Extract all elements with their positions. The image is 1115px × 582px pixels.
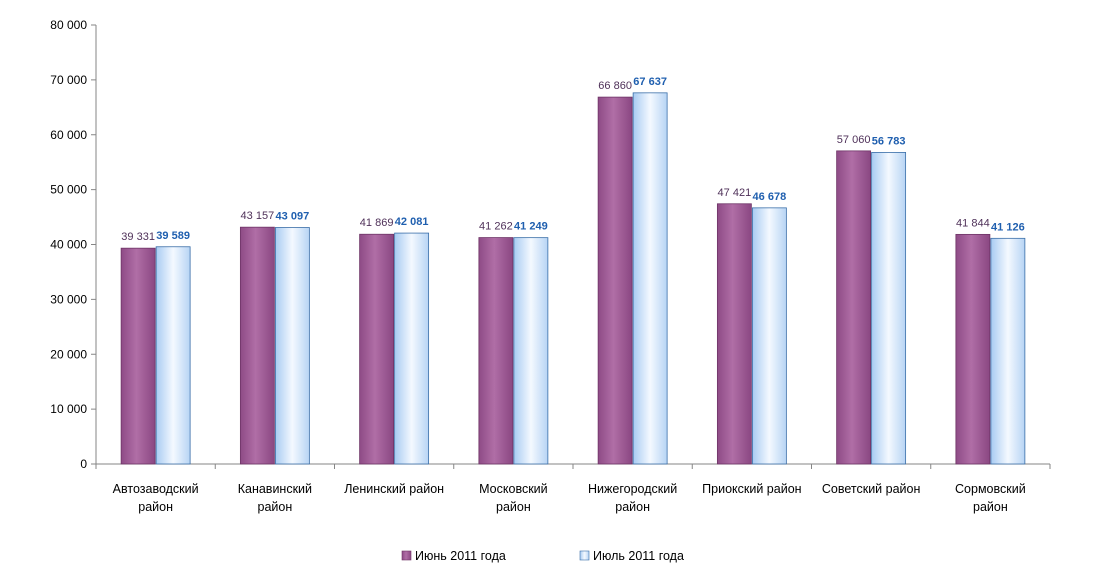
data-label-june: 43 157 bbox=[241, 210, 275, 222]
data-label-june: 41 869 bbox=[360, 217, 394, 229]
data-label-june: 41 262 bbox=[479, 221, 513, 233]
data-label-june: 41 844 bbox=[956, 217, 990, 229]
x-category-label: Сормовский район bbox=[955, 482, 1026, 514]
bar-july bbox=[274, 227, 310, 465]
legend-label-july: Июль 2011 года bbox=[593, 549, 684, 563]
y-tick-label: 80 000 bbox=[50, 18, 87, 32]
data-labels: 39 331 43 157 41 869 41 262 66 860 47 421 57 0… bbox=[121, 76, 1024, 243]
data-label-july: 46 678 bbox=[753, 191, 787, 203]
y-tick-label: 10 000 bbox=[50, 402, 87, 416]
x-category-label: Ленинский район bbox=[344, 482, 444, 496]
data-label-june: 57 060 bbox=[837, 134, 871, 146]
data-label-july: 67 637 bbox=[633, 76, 667, 88]
x-category-label: Канавинский район bbox=[238, 482, 312, 514]
bar-june bbox=[359, 233, 395, 465]
legend-swatch-july bbox=[579, 550, 590, 561]
bar-july bbox=[871, 152, 907, 465]
bar-june bbox=[120, 247, 156, 465]
data-label-july: 41 126 bbox=[991, 221, 1025, 233]
bar-june bbox=[716, 203, 752, 465]
data-label-june: 47 421 bbox=[718, 187, 752, 199]
legend-swatch-june bbox=[401, 550, 412, 561]
y-tick-label: 20 000 bbox=[50, 347, 87, 361]
bar-july bbox=[394, 232, 430, 465]
y-tick-label: 40 000 bbox=[50, 238, 87, 252]
data-label-july: 41 249 bbox=[514, 221, 548, 233]
y-tick-label: 50 000 bbox=[50, 183, 87, 197]
y-tick-label: 0 bbox=[80, 457, 87, 471]
bar-july bbox=[632, 92, 668, 465]
bar-july bbox=[513, 237, 549, 465]
bar-june bbox=[478, 237, 514, 465]
y-tick-label: 30 000 bbox=[50, 292, 87, 306]
x-category-label: Московский район bbox=[479, 482, 548, 514]
x-category-label: Автозаводский район bbox=[113, 482, 199, 514]
legend-label-june: Июнь 2011 года bbox=[415, 549, 506, 563]
data-label-july: 39 589 bbox=[156, 230, 190, 242]
bar-june bbox=[955, 233, 991, 465]
data-label-july: 56 783 bbox=[872, 135, 906, 147]
data-label-july: 42 081 bbox=[395, 216, 429, 228]
bar-june bbox=[239, 226, 275, 465]
bar-july bbox=[990, 237, 1026, 465]
y-tick-label: 70 000 bbox=[50, 73, 87, 87]
y-tick-label: 60 000 bbox=[50, 128, 87, 142]
bar-july bbox=[155, 246, 191, 465]
x-category-label: Нижегородский район bbox=[588, 482, 677, 514]
bars bbox=[120, 92, 1026, 465]
data-label-july: 43 097 bbox=[276, 211, 310, 223]
axes: 0 10 000 20 000 30 000 40 000 50 000 60 000 70 … bbox=[50, 18, 1051, 514]
data-label-june: 66 860 bbox=[598, 80, 632, 92]
x-category-label: Приокский район bbox=[702, 482, 801, 496]
bar-june bbox=[836, 150, 872, 465]
bar-june bbox=[597, 96, 633, 465]
bar-july bbox=[751, 207, 787, 465]
data-label-june: 39 331 bbox=[121, 231, 155, 243]
legend: Июнь 2011 года Июль 2011 года bbox=[401, 549, 684, 563]
x-category-label: Советский район bbox=[822, 482, 921, 496]
